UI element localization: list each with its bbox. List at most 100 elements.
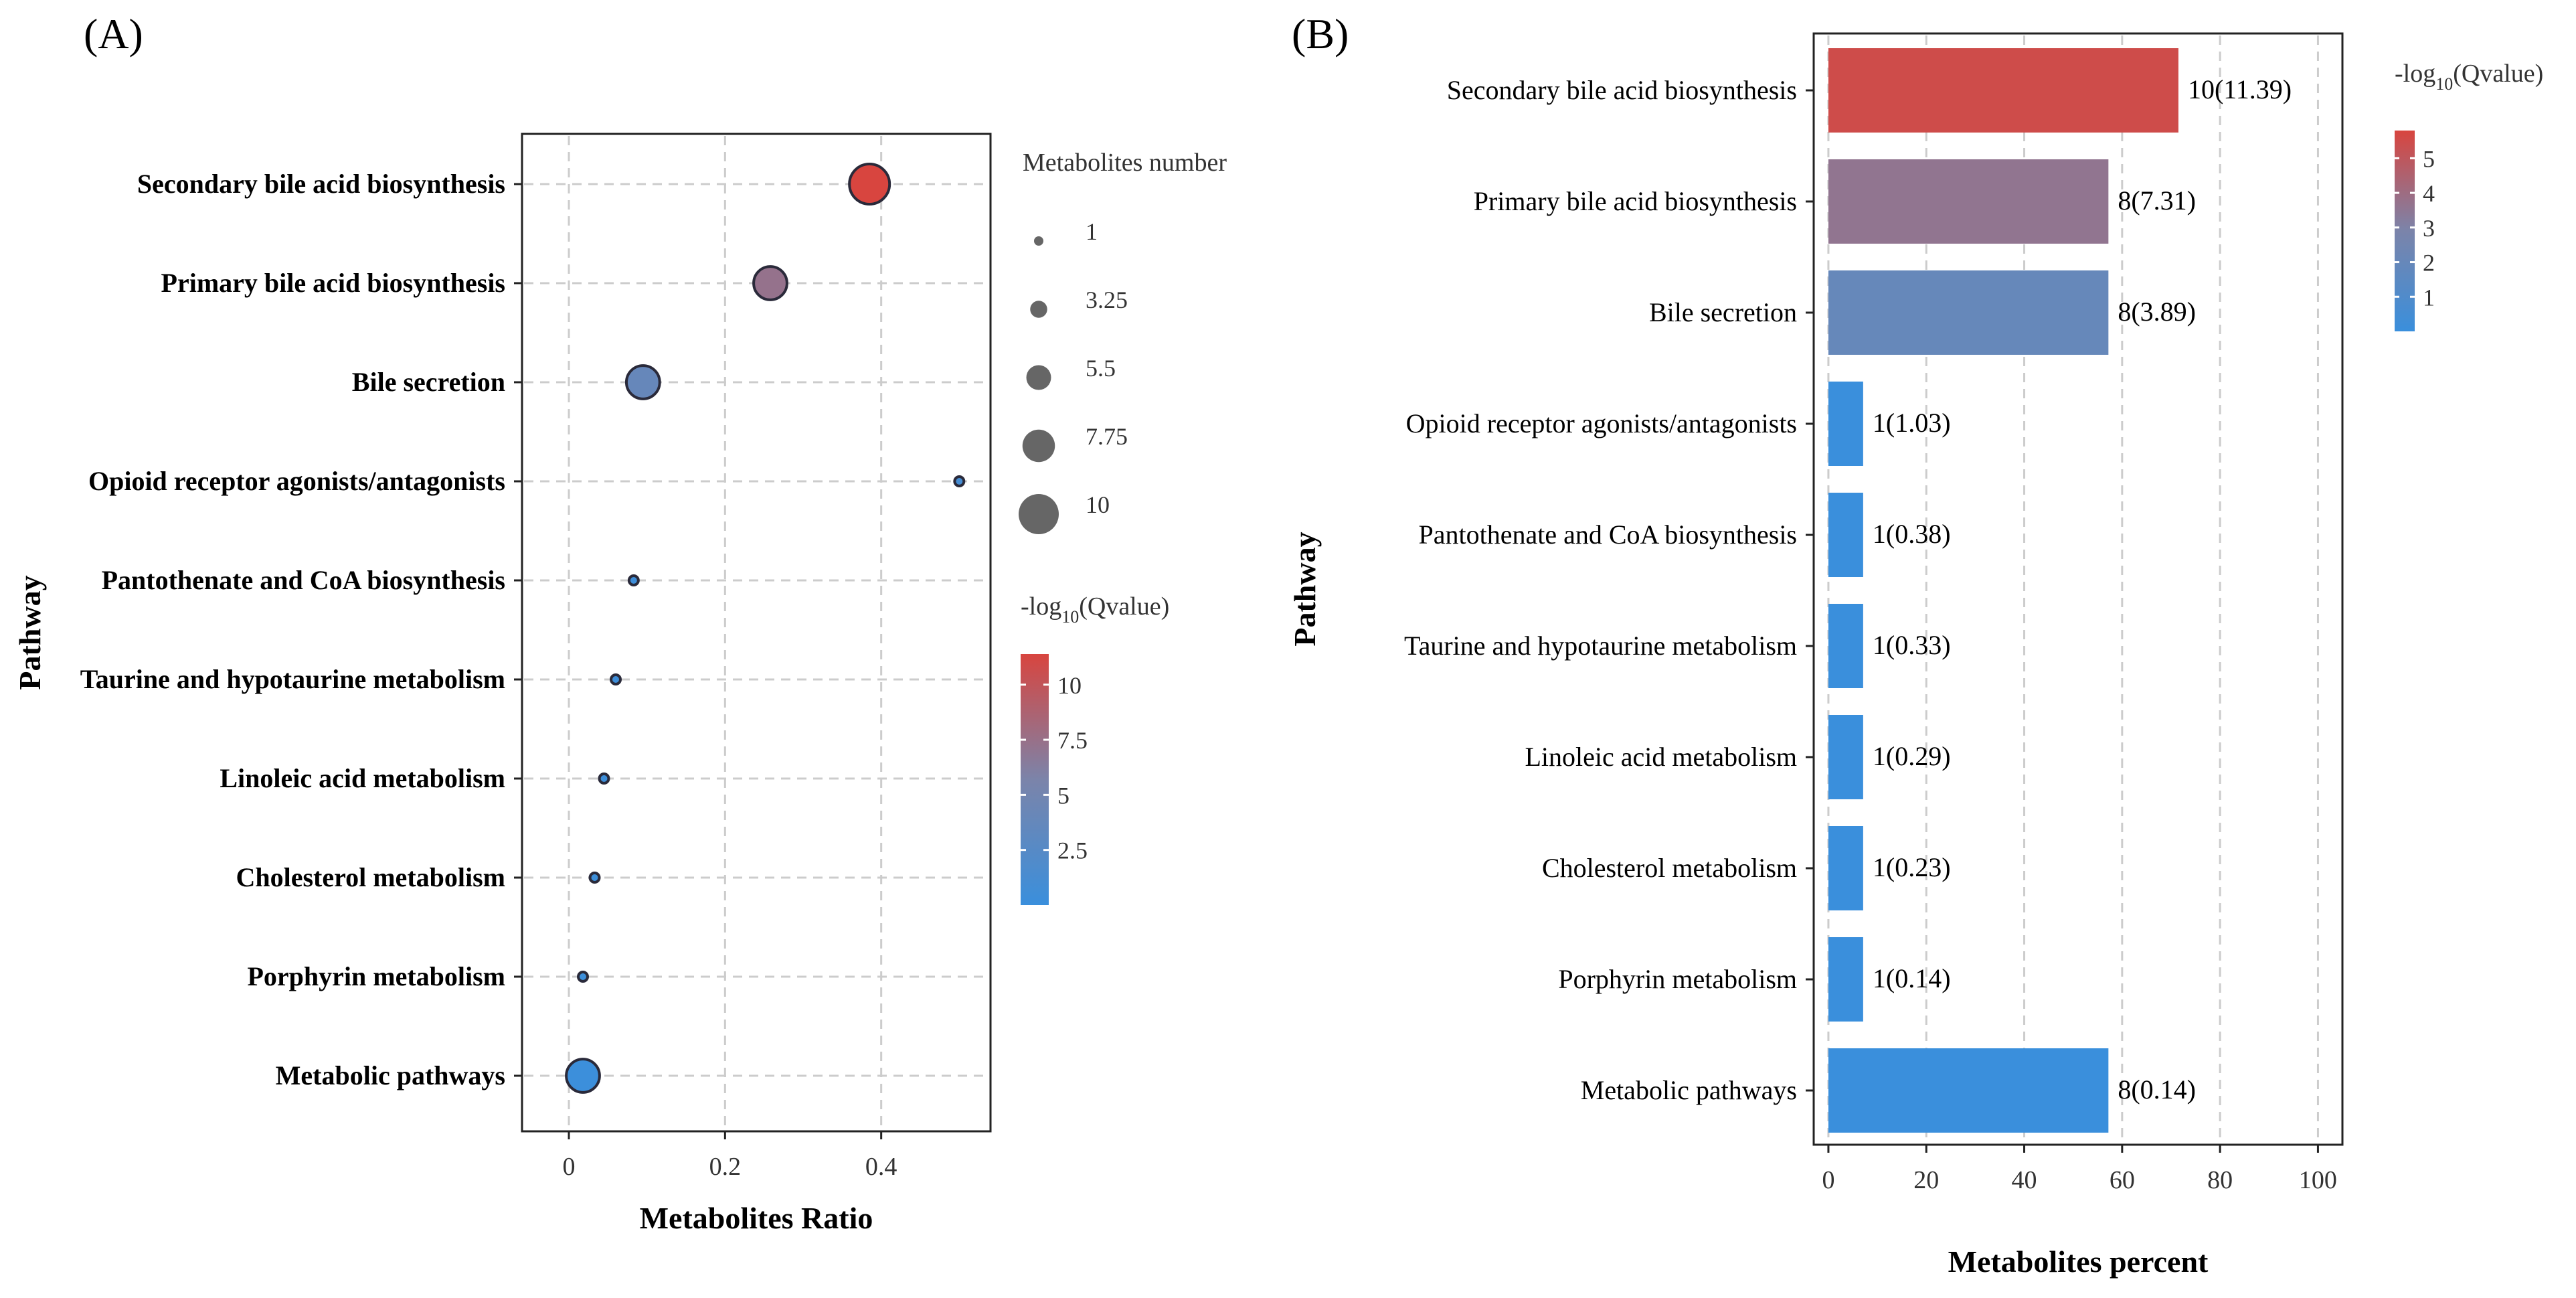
points-a [565, 163, 966, 1094]
bar [1828, 493, 1863, 577]
color-legend-title-b: -log10(Qvalue) [2395, 60, 2543, 94]
data-point [624, 364, 661, 400]
y-axis-title-a: Pathway [13, 575, 47, 689]
bar-value-label: 1(0.23) [1873, 852, 1951, 882]
category-label-b: Taurine and hypotaurine metabolism [1404, 631, 1797, 661]
size-legend-label: 5.5 [1086, 355, 1116, 382]
category-label-b: Bile secretion [1649, 297, 1797, 327]
category-labels-b: Secondary bile acid biosynthesis Primary … [1404, 75, 1814, 1105]
size-legend-label: 3.25 [1086, 287, 1128, 313]
category-label-a: Primary bile acid biosynthesis [161, 268, 505, 298]
bar [1828, 382, 1863, 466]
data-point [577, 971, 589, 983]
category-label-a: Taurine and hypotaurine metabolism [80, 664, 505, 694]
category-label-b: Secondary bile acid biosynthesis [1447, 75, 1797, 105]
x-ticks-a: 0 0.2 0.4 [563, 1131, 897, 1181]
color-bar-b [2395, 131, 2415, 331]
category-label-a: Opioid receptor agonists/antagonists [88, 466, 505, 496]
x-tick-label-a: 0.2 [709, 1153, 742, 1181]
x-tick-label-b: 100 [2299, 1166, 2337, 1194]
panel-b-bar-chart: 10(11.39) 8(7.31) 8(3.89) 1(1.03) 1(0.38) 1(0… [1288, 32, 2543, 1279]
size-legend-dot [1034, 236, 1043, 246]
bar [1828, 715, 1863, 799]
data-point [598, 773, 610, 785]
color-tick-label-a: 5 [1057, 782, 1069, 809]
x-ticks-b: 0 20 40 60 80 100 [1822, 1145, 2337, 1194]
x-tick-label-b: 60 [2110, 1166, 2135, 1194]
grid-a [524, 136, 989, 1129]
data-point [588, 872, 601, 884]
size-legend-dot [1026, 365, 1051, 390]
data-point [953, 475, 966, 487]
color-tick-label-b: 1 [2423, 284, 2435, 311]
size-legend-title: Metabolites number [1023, 149, 1227, 177]
bar-value-label: 8(7.31) [2118, 185, 2196, 216]
color-tick-label-a: 10 [1057, 672, 1082, 699]
category-label-b: Cholesterol metabolism [1542, 853, 1797, 883]
category-label-b: Primary bile acid biosynthesis [1474, 186, 1797, 216]
data-point [565, 1058, 601, 1094]
bar [1828, 937, 1863, 1022]
data-point [848, 163, 891, 206]
category-label-a: Pantothenate and CoA biosynthesis [102, 565, 505, 595]
bar-value-label: 1(0.38) [1873, 519, 1951, 549]
bar-value-label: 8(0.14) [2118, 1074, 2196, 1105]
category-label-a: Metabolic pathways [276, 1060, 505, 1090]
category-label-b: Porphyrin metabolism [1558, 964, 1797, 994]
size-legend-label: 10 [1086, 491, 1110, 518]
bar-value-label: 1(1.03) [1873, 408, 1951, 438]
size-legend-label: 1 [1086, 218, 1098, 245]
x-tick-label-b: 40 [2012, 1166, 2037, 1194]
bars-b: 10(11.39) 8(7.31) 8(3.89) 1(1.03) 1(0.38) 1(0… [1828, 48, 2292, 1133]
x-axis-title-a: Metabolites Ratio [640, 1201, 873, 1235]
bar-value-label: 1(0.29) [1873, 741, 1951, 771]
color-tick-label-b: 3 [2423, 215, 2435, 242]
x-tick-label-b: 0 [1822, 1166, 1834, 1194]
color-legend-title-a: -log10(Qvalue) [1021, 592, 1169, 627]
bar [1828, 270, 2109, 355]
x-tick-label-b: 80 [2207, 1166, 2233, 1194]
bar-value-label: 1(0.33) [1873, 630, 1951, 660]
category-label-a: Porphyrin metabolism [247, 961, 505, 991]
bar [1828, 604, 1863, 688]
color-tick-label-b: 2 [2423, 250, 2435, 276]
plot-frame-a [521, 133, 992, 1133]
x-tick-label-a: 0.4 [865, 1153, 897, 1181]
size-legend-dot [1022, 429, 1055, 463]
bar-value-label: 8(3.89) [2118, 297, 2196, 327]
bar [1828, 48, 2178, 133]
panel-label-b: (B) [1292, 10, 1349, 58]
category-label-a: Cholesterol metabolism [236, 862, 505, 892]
size-legend: 1 3.25 5.5 7.75 10 [1019, 218, 1128, 534]
color-tick-label-a: 2.5 [1057, 837, 1088, 864]
bar [1828, 826, 1863, 910]
color-tick-label-a: 7.5 [1057, 727, 1088, 754]
category-labels-a: Secondary bile acid biosynthesis Primary … [80, 169, 522, 1090]
category-label-a: Secondary bile acid biosynthesis [137, 169, 505, 199]
color-legend-ticks-b: 5 4 3 2 1 [2395, 145, 2435, 311]
category-label-a: Bile secretion [352, 367, 505, 397]
data-point [752, 265, 788, 301]
bar [1828, 159, 2109, 244]
bar [1828, 1048, 2109, 1133]
y-axis-title-b: Pathway [1288, 532, 1322, 646]
category-label-b: Linoleic acid metabolism [1525, 742, 1797, 772]
x-axis-title-b: Metabolites percent [1948, 1244, 2209, 1279]
category-label-a: Linoleic acid metabolism [220, 763, 505, 793]
size-legend-dot [1030, 301, 1047, 318]
color-legend-ticks-a: 10 7.5 5 2.5 [1021, 672, 1088, 864]
bar-value-label: 1(0.14) [1873, 963, 1951, 993]
data-point [627, 574, 640, 586]
panel-a-dot-plot: Secondary bile acid biosynthesis Primary … [13, 133, 1227, 1235]
color-bar-a [1021, 654, 1049, 905]
size-legend-dot [1019, 494, 1059, 534]
data-point [610, 673, 622, 685]
color-tick-label-b: 5 [2423, 145, 2435, 172]
category-label-b: Pantothenate and CoA biosynthesis [1418, 519, 1797, 550]
category-label-b: Metabolic pathways [1581, 1075, 1797, 1105]
panel-label-a: (A) [84, 10, 143, 58]
color-tick-label-b: 4 [2423, 180, 2435, 207]
category-label-b: Opioid receptor agonists/antagonists [1406, 408, 1797, 438]
bar-value-label: 10(11.39) [2188, 74, 2292, 104]
